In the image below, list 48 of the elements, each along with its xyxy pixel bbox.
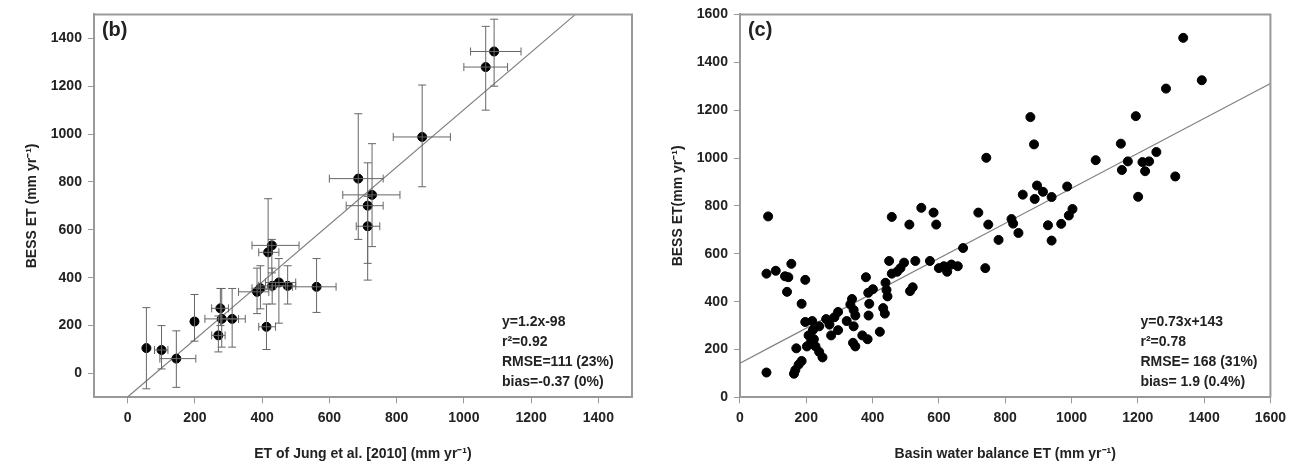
x-tick-label: 1200	[1122, 408, 1154, 425]
x-tick-label: 600	[927, 408, 951, 425]
x-tick-label: 200	[183, 408, 207, 425]
x-tick-label: 1000	[448, 408, 480, 425]
y-tick-label: 1200	[696, 101, 729, 118]
x-tick-label: 1200	[515, 408, 547, 425]
x-tick-label: 800	[993, 408, 1018, 425]
x-tick-label: 0	[123, 408, 132, 425]
y-tick-label: 600	[58, 220, 83, 237]
y-tick-label: 1400	[50, 29, 83, 46]
y-tick-label: 600	[704, 244, 729, 261]
x-tick-label: 1600	[1254, 408, 1287, 425]
x-tick-label: 1400	[1188, 408, 1220, 425]
y-tick-label: 1000	[696, 148, 729, 165]
annotation: RMSE= 168 (31%)	[1140, 353, 1258, 370]
y-tick-label: 1200	[50, 77, 83, 94]
y-tick-label: 0	[74, 364, 83, 381]
y-axis-title: BESS ET(mm yr⁻¹)	[669, 145, 686, 267]
y-tick-label: 200	[58, 316, 83, 333]
annotation: bias= 1.9 (0.4%)	[1140, 373, 1246, 390]
x-tick-label: 400	[860, 408, 885, 425]
y-tick-label: 0	[720, 388, 729, 405]
x-axis-title: ET of Jung et al. [2010] (mm yr⁻¹)	[254, 445, 472, 462]
y-tick-label: 800	[58, 172, 83, 189]
annotation: r²=0.78	[1140, 333, 1187, 350]
x-tick-label: 400	[250, 408, 274, 425]
annotation: bias=-0.37 (0%)	[502, 373, 604, 390]
x-tick-label: 600	[317, 408, 342, 425]
y-tick-label: 1600	[696, 5, 729, 22]
annotation: y=0.73x+143	[1140, 313, 1224, 330]
x-tick-label: 0	[736, 408, 745, 425]
annotation: y=1.2x-98	[502, 313, 566, 330]
x-tick-label: 200	[794, 408, 819, 425]
chart-title: (c)	[747, 17, 773, 40]
x-axis-title: Basin water balance ET (mm yr⁻¹)	[894, 445, 1116, 462]
annotation: RMSE=111 (23%)	[502, 353, 614, 370]
y-tick-label: 800	[704, 196, 729, 213]
chart-title: (b)	[101, 17, 128, 40]
x-tick-label: 1400	[582, 408, 615, 425]
y-tick-label: 200	[704, 340, 729, 357]
y-axis-title: BESS ET (mm yr⁻¹)	[23, 143, 40, 269]
x-tick-label: 800	[384, 408, 409, 425]
y-tick-label: 400	[58, 268, 83, 285]
x-tick-label: 1000	[1055, 408, 1088, 425]
annotation: r²=0.92	[502, 333, 548, 350]
y-tick-label: 1400	[696, 53, 729, 70]
y-tick-label: 1000	[50, 124, 83, 141]
y-tick-label: 400	[704, 292, 729, 309]
